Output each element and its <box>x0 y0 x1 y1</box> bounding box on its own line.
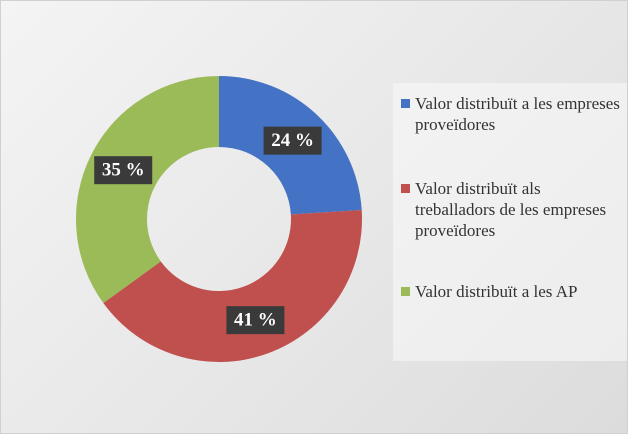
data-label: 24 % <box>271 130 314 151</box>
data-label: 41 % <box>234 310 277 331</box>
legend-label: Valor distribuït a les AP <box>415 282 578 301</box>
data-label-box <box>94 156 153 185</box>
donut-slice <box>76 76 219 304</box>
legend-entry: Valor distribuït a les empreses proveïdo… <box>401 93 625 135</box>
legend-entry: Valor distribuït a les AP <box>401 281 625 302</box>
legend-swatch <box>401 287 410 296</box>
legend-label: Valor distribuït a les empreses proveïdo… <box>415 94 620 134</box>
legend: Valor distribuït a les empreses proveïdo… <box>393 83 627 361</box>
data-label-box <box>263 126 322 155</box>
legend-swatch <box>401 99 410 108</box>
legend-label: Valor distribuït als treballadors de les… <box>415 179 607 240</box>
data-label: 35 % <box>102 160 145 181</box>
legend-entry: Valor distribuït als treballadors de les… <box>401 178 625 241</box>
legend-swatch <box>401 184 410 193</box>
donut-slice <box>103 210 362 363</box>
data-label-box <box>226 306 285 335</box>
